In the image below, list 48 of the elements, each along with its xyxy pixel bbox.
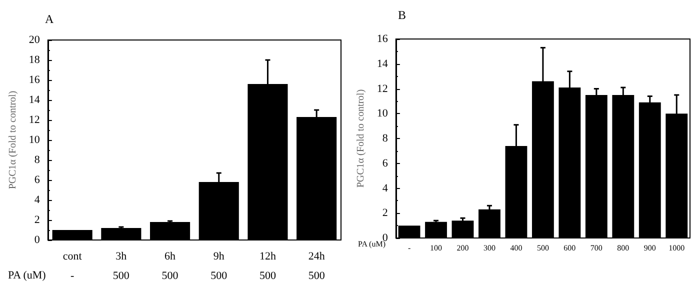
y-axis-title: PGC1α (Fold to control) <box>8 90 18 190</box>
x-axis-title: PA (uM) <box>358 240 386 248</box>
y-tick-label: 0 <box>34 234 40 246</box>
x-tick-label: 600 <box>564 244 576 252</box>
text: 500 <box>259 270 276 282</box>
y-tick-label: 16 <box>28 74 40 86</box>
x-tick-label: 800 <box>617 244 630 252</box>
y-tick-label: 20 <box>28 34 40 46</box>
y-tick-label: 14 <box>28 94 40 106</box>
text: 500 <box>162 270 179 282</box>
y-tick-label: 4 <box>34 194 40 206</box>
x-tick-label: - <box>408 244 411 252</box>
y-tick-label: 8 <box>34 154 40 166</box>
chart-title: B <box>398 8 406 22</box>
y-tick-label: 14 <box>376 58 388 70</box>
y-tick-label: 16 <box>376 33 388 45</box>
y-tick-label: 6 <box>34 174 40 186</box>
x-tick-label: 6h <box>164 250 176 262</box>
x-tick-label: cont <box>62 250 82 262</box>
x-axis-title: PA (uM) <box>8 270 46 282</box>
y-tick-label: 12 <box>28 114 40 126</box>
y-tick-label: 2 <box>34 214 40 226</box>
y-tick-label: 8 <box>382 132 388 144</box>
text: 500 <box>112 270 130 282</box>
y-tick-label: 10 <box>28 134 40 146</box>
x-tick-label: 12h <box>259 250 276 262</box>
text: 500 <box>210 270 228 282</box>
x-tick-label: 9h <box>213 250 225 262</box>
x-tick-label: 300 <box>483 244 496 252</box>
chart-title: A <box>45 12 54 26</box>
x-tick-label: 700 <box>590 244 602 252</box>
y-axis-title: PGC1α (Fold to control) <box>356 89 366 188</box>
y-tick-label: 18 <box>28 54 40 66</box>
x-tick-label: 900 <box>644 244 656 252</box>
x-tick-label: 24h <box>308 250 326 262</box>
y-tick-label: 4 <box>382 182 388 194</box>
y-tick-label: 2 <box>382 207 388 220</box>
text: - <box>70 270 74 282</box>
x-tick-label: 3h <box>116 250 128 262</box>
x-tick-label: 200 <box>456 244 469 252</box>
y-tick-label: 6 <box>382 157 388 170</box>
text: 500 <box>308 270 326 282</box>
y-tick-label: 10 <box>376 108 388 120</box>
x-tick-label: 400 <box>510 244 522 252</box>
x-tick-label: 500 <box>536 244 549 252</box>
x-tick-label: 100 <box>430 244 442 252</box>
x-tick-label: 1000 <box>668 244 685 252</box>
y-tick-label: 12 <box>376 82 388 95</box>
